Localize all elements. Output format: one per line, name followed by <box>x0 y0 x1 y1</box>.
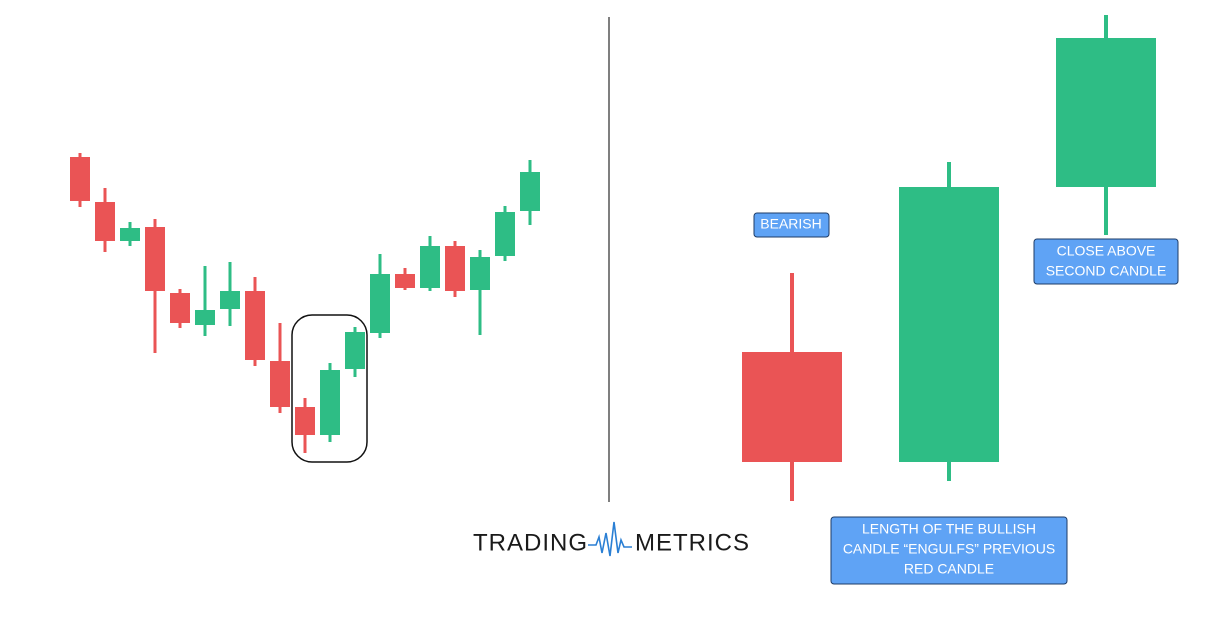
candle-body <box>370 274 390 333</box>
logo-text: METRICS <box>635 529 750 556</box>
wick <box>478 250 482 335</box>
candle-body <box>320 370 340 435</box>
label: CANDLE “ENGULFS” PREVIOUS <box>843 541 1055 557</box>
wick <box>203 266 207 336</box>
label: LENGTH OF THE BULLISH <box>862 521 1036 537</box>
candle-body <box>270 361 290 407</box>
candle-body <box>445 246 465 291</box>
candle-body <box>170 293 190 323</box>
candle-body <box>899 187 999 462</box>
logo-wave <box>588 521 632 557</box>
candle-body <box>495 212 515 256</box>
pattern-candles <box>742 15 1156 501</box>
candle-body <box>245 291 265 360</box>
candle-body <box>195 310 215 325</box>
candle-body <box>145 227 165 291</box>
candle-body <box>95 202 115 241</box>
candle-body <box>520 172 540 211</box>
candle-body <box>120 228 140 241</box>
candle-body <box>470 257 490 290</box>
label: CLOSE ABOVE <box>1057 243 1156 259</box>
label-box <box>753 212 830 238</box>
candle-body <box>742 352 842 462</box>
logo-text: TRADING <box>473 529 588 556</box>
candle-body <box>70 157 90 201</box>
candle-body <box>395 274 415 288</box>
label: RED CANDLE <box>904 561 994 577</box>
highlight-box <box>291 314 368 463</box>
label-box <box>830 516 1068 585</box>
candle-body <box>420 246 440 288</box>
candle-chart <box>70 153 540 453</box>
label: SECOND CANDLE <box>1046 263 1167 279</box>
candle-body <box>295 407 315 435</box>
label-box <box>1033 238 1179 285</box>
candle-body <box>345 332 365 369</box>
candle-body <box>1056 38 1156 187</box>
label: BEARISH <box>760 216 821 232</box>
candle-body <box>220 291 240 309</box>
